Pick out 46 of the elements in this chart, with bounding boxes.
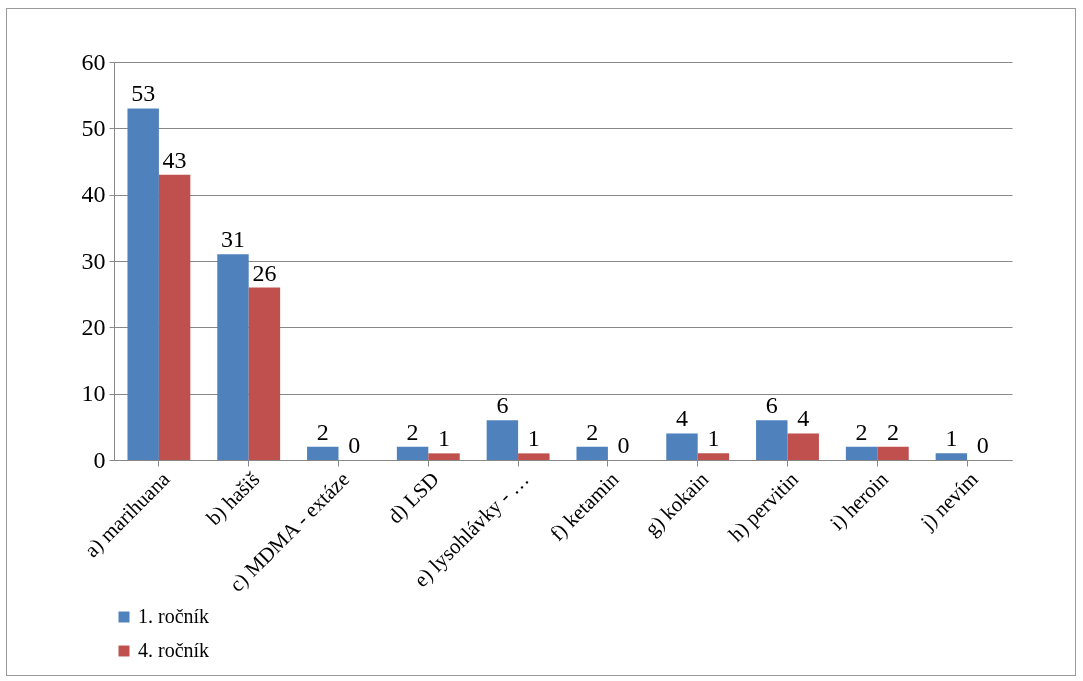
bar [697, 453, 730, 460]
bar [396, 446, 429, 460]
data-label: 26 [252, 259, 277, 286]
data-label: 0 [617, 432, 630, 458]
data-label: 31 [220, 226, 245, 253]
data-label: 4 [797, 405, 810, 432]
data-label: 6 [765, 392, 778, 419]
legend-label: 1. ročník [138, 605, 210, 627]
bar [428, 453, 460, 460]
y-tick-label: 30 [81, 247, 106, 274]
data-label: 43 [162, 146, 187, 173]
data-label: 2 [855, 418, 868, 445]
data-label: 2 [406, 418, 419, 445]
bar [935, 453, 968, 460]
bar [666, 433, 698, 460]
bar [307, 446, 339, 460]
y-tick-label: 40 [81, 181, 106, 208]
y-tick-label: 10 [81, 380, 106, 407]
data-label: 4 [675, 405, 688, 432]
bar [248, 287, 281, 460]
bar [518, 453, 550, 460]
bar [877, 446, 909, 460]
bar [158, 174, 191, 460]
y-tick-label: 20 [81, 313, 106, 340]
legend-label: 4. ročník [138, 639, 210, 661]
y-tick-label: 0 [93, 446, 106, 473]
data-label: 0 [348, 432, 361, 458]
data-label: 1 [707, 425, 720, 452]
data-label: 6 [496, 392, 509, 419]
y-tick-label: 60 [81, 48, 106, 75]
data-label: 2 [316, 418, 329, 445]
bar [787, 433, 819, 460]
bar [756, 420, 788, 460]
data-label: 1 [438, 425, 451, 452]
bar [127, 108, 159, 460]
bar [845, 446, 878, 460]
y-tick-label: 50 [81, 114, 106, 141]
data-label: 2 [586, 418, 599, 445]
data-label: 53 [131, 80, 156, 107]
data-label: 1 [527, 425, 540, 452]
data-label: 2 [887, 418, 900, 445]
bar [486, 420, 519, 460]
data-label: 0 [976, 432, 989, 458]
data-label: 1 [945, 425, 958, 452]
bar [217, 254, 249, 460]
bar [576, 446, 608, 460]
